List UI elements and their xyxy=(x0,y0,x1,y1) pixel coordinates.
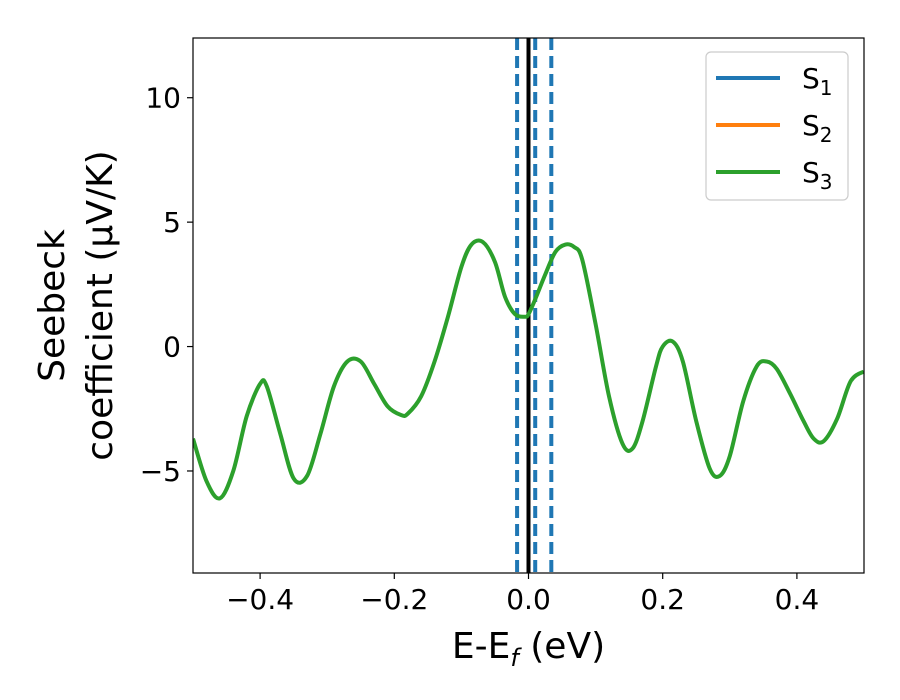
y-ticks: −5 0 5 10 xyxy=(140,82,193,488)
series-lines xyxy=(193,238,864,501)
x-ticks: −0.4 −0.2 0.0 0.2 0.4 xyxy=(226,573,819,616)
y-tick-label: 10 xyxy=(145,82,181,115)
x-axis-label-main: E-E xyxy=(452,626,510,667)
y-tick-label: 0 xyxy=(163,331,181,364)
x-tick-label: 0.2 xyxy=(640,583,685,616)
y-tick-label: 5 xyxy=(163,206,181,239)
y-axis-label-line1: Seebeck xyxy=(32,229,73,382)
vertical-lines xyxy=(515,38,554,573)
x-axis-label-unit: (eV) xyxy=(519,626,605,667)
x-tick-label: −0.4 xyxy=(226,583,294,616)
legend-label: S1 xyxy=(802,62,833,100)
legend: S1 S2 S3 xyxy=(705,51,849,201)
x-tick-label: 0.0 xyxy=(506,583,551,616)
legend-label: S3 xyxy=(802,156,833,194)
y-tick-label: −5 xyxy=(140,455,181,488)
legend-label: S2 xyxy=(802,109,833,147)
x-tick-label: −0.2 xyxy=(360,583,428,616)
x-tick-label: 0.4 xyxy=(775,583,820,616)
x-axis-label: E-Ef (eV) xyxy=(452,626,605,672)
series-line-3 xyxy=(193,238,864,501)
y-axis-label-line2: coefficient (μV/K) xyxy=(80,150,121,460)
